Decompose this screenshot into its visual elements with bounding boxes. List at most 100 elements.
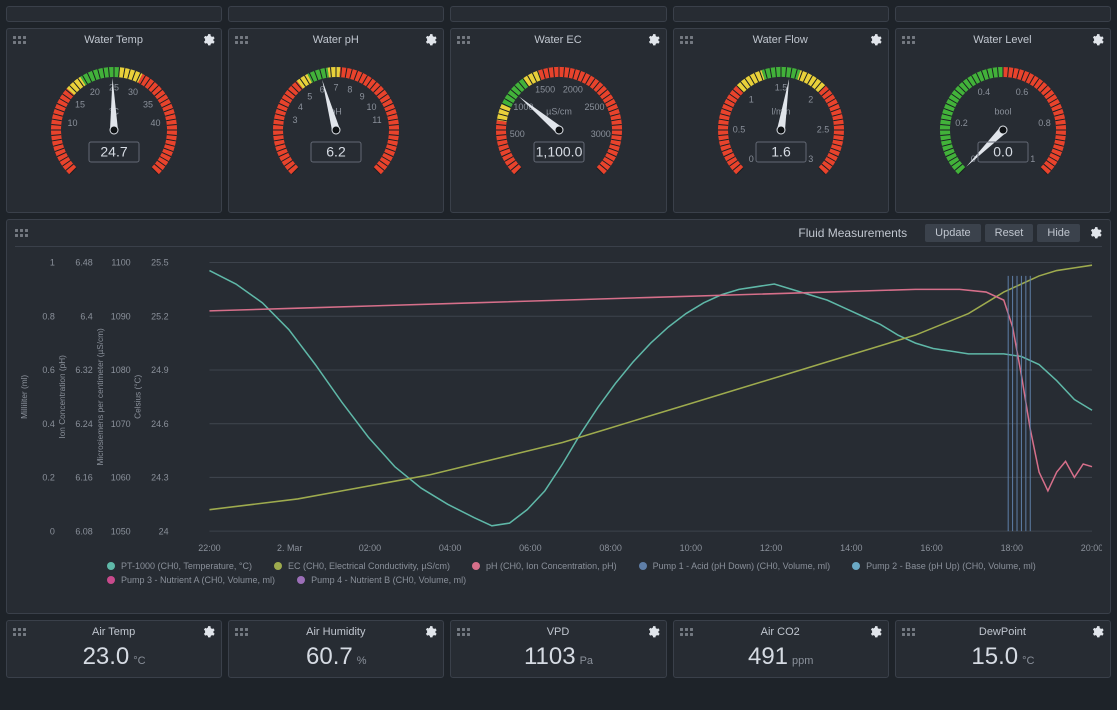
stat-unit: °C — [1022, 655, 1034, 667]
svg-text:0: 0 — [50, 526, 55, 536]
svg-text:0.5: 0.5 — [732, 124, 745, 134]
svg-text:35: 35 — [143, 99, 153, 109]
stat-unit: % — [357, 655, 367, 667]
gear-icon[interactable] — [646, 625, 660, 639]
svg-text:0: 0 — [748, 154, 753, 164]
legend-item[interactable]: Pump 2 - Base (pH Up) (CH0, Volume, ml) — [852, 561, 1036, 571]
stat-panel-air-temp: Air Temp 23.0 °C — [6, 620, 222, 678]
gear-icon[interactable] — [1088, 226, 1102, 240]
legend-swatch — [297, 576, 305, 584]
drag-handle-icon[interactable] — [13, 36, 26, 44]
legend-swatch — [472, 562, 480, 570]
legend-label: PT-1000 (CH0, Temperature, °C) — [121, 561, 252, 571]
drag-handle-icon[interactable] — [457, 628, 470, 636]
svg-text:1: 1 — [1030, 154, 1035, 164]
stat-panel-air-co2: Air CO2 491 ppm — [673, 620, 889, 678]
svg-text:0.6: 0.6 — [1016, 86, 1029, 96]
legend-swatch — [852, 562, 860, 570]
gear-icon[interactable] — [1090, 33, 1104, 47]
gauge-panel-water-level: Water Level 00.20.40.60.81bool0.0 — [895, 28, 1111, 213]
gear-icon[interactable] — [423, 33, 437, 47]
gear-icon[interactable] — [1090, 625, 1104, 639]
svg-text:6.2: 6.2 — [327, 143, 347, 159]
svg-text:8: 8 — [348, 84, 353, 94]
gear-icon[interactable] — [423, 625, 437, 639]
drag-handle-icon[interactable] — [235, 628, 248, 636]
legend-label: Pump 3 - Nutrient A (CH0, Volume, ml) — [121, 575, 275, 585]
svg-text:6.48: 6.48 — [75, 257, 92, 267]
svg-text:6.32: 6.32 — [75, 365, 92, 375]
gear-icon[interactable] — [201, 33, 215, 47]
stat-title: Air Humidity — [306, 626, 365, 638]
svg-text:25: 25 — [109, 82, 119, 92]
svg-text:500: 500 — [509, 129, 524, 139]
legend-item[interactable]: pH (CH0, Ion Concentration, pH) — [472, 561, 617, 571]
legend-label: Pump 4 - Nutrient B (CH0, Volume, ml) — [311, 575, 466, 585]
gauge-1[interactable]: 34567891011pH6.2 — [229, 49, 443, 210]
svg-text:0.2: 0.2 — [955, 117, 968, 127]
legend-item[interactable]: Pump 3 - Nutrient A (CH0, Volume, ml) — [107, 575, 275, 585]
legend-swatch — [639, 562, 647, 570]
drag-handle-icon[interactable] — [680, 36, 693, 44]
svg-text:6.16: 6.16 — [75, 472, 92, 482]
gauge-title: Water pH — [313, 34, 359, 46]
svg-text:Ion Concentration (pH): Ion Concentration (pH) — [58, 355, 67, 439]
svg-text:bool: bool — [994, 106, 1011, 116]
svg-text:25.2: 25.2 — [151, 311, 168, 321]
gauge-2[interactable]: 50010001500200025003000µS/cm1,100.0 — [451, 49, 665, 210]
drag-handle-icon[interactable] — [235, 36, 248, 44]
svg-text:6.4: 6.4 — [80, 311, 92, 321]
legend-label: Pump 2 - Base (pH Up) (CH0, Volume, ml) — [866, 561, 1036, 571]
drag-handle-icon[interactable] — [15, 229, 28, 237]
gear-icon[interactable] — [646, 33, 660, 47]
gear-icon[interactable] — [868, 625, 882, 639]
gauge-row: Water Temp 10152025303540°C24.7 Water pH… — [6, 28, 1111, 213]
stat-panel-vpd: VPD 1103 Pa — [450, 620, 666, 678]
stat-value: 60.7 — [306, 643, 353, 671]
hide-button[interactable]: Hide — [1037, 224, 1080, 242]
drag-handle-icon[interactable] — [902, 628, 915, 636]
svg-text:0.4: 0.4 — [978, 86, 991, 96]
legend-label: pH (CH0, Ion Concentration, pH) — [486, 561, 617, 571]
gauge-panel-water-temp: Water Temp 10152025303540°C24.7 — [6, 28, 222, 213]
chart-legend: PT-1000 (CH0, Temperature, °C) EC (CH0, E… — [7, 557, 1110, 591]
svg-text:10: 10 — [367, 102, 377, 112]
svg-text:7: 7 — [334, 82, 339, 92]
drag-handle-icon[interactable] — [680, 628, 693, 636]
drag-handle-icon[interactable] — [13, 628, 26, 636]
legend-item[interactable]: PT-1000 (CH0, Temperature, °C) — [107, 561, 252, 571]
svg-text:30: 30 — [128, 86, 138, 96]
stat-unit: ppm — [792, 655, 813, 667]
gear-icon[interactable] — [868, 33, 882, 47]
gauge-title: Water Level — [973, 34, 1031, 46]
stat-value: 1103 — [524, 643, 576, 671]
gauge-4[interactable]: 00.20.40.60.81bool0.0 — [896, 49, 1110, 210]
gauge-3[interactable]: 00.511.522.53l/min1.6 — [674, 49, 888, 210]
drag-handle-icon[interactable] — [902, 36, 915, 44]
svg-text:1.6: 1.6 — [771, 143, 791, 159]
svg-text:Celsius (°C): Celsius (°C) — [134, 374, 143, 418]
gauge-title: Water Flow — [753, 34, 808, 46]
svg-text:2: 2 — [808, 94, 813, 104]
svg-text:1090: 1090 — [111, 311, 131, 321]
svg-text:6.24: 6.24 — [75, 419, 92, 429]
legend-swatch — [274, 562, 282, 570]
legend-item[interactable]: Pump 1 - Acid (pH Down) (CH0, Volume, ml… — [639, 561, 831, 571]
gear-icon[interactable] — [201, 625, 215, 639]
stat-value: 491 — [748, 643, 788, 671]
legend-swatch — [107, 562, 115, 570]
legend-item[interactable]: Pump 4 - Nutrient B (CH0, Volume, ml) — [297, 575, 466, 585]
drag-handle-icon[interactable] — [457, 36, 470, 44]
gauge-0[interactable]: 10152025303540°C24.7 — [7, 49, 221, 210]
svg-text:0.2: 0.2 — [42, 472, 54, 482]
reset-button[interactable]: Reset — [985, 224, 1034, 242]
update-button[interactable]: Update — [925, 224, 980, 242]
svg-text:14:00: 14:00 — [840, 543, 862, 553]
fluid-measurements-chart[interactable]: 00.20.40.60.81Milliliter (ml)6.086.166.2… — [15, 247, 1102, 557]
svg-text:0.0: 0.0 — [993, 143, 1013, 159]
fluid-measurements-panel: Fluid Measurements UpdateResetHide 00.20… — [6, 219, 1111, 614]
stat-row: Air Temp 23.0 °C Air Humidity 60.7 % VPD… — [6, 620, 1111, 678]
stat-panel-air-humidity: Air Humidity 60.7 % — [228, 620, 444, 678]
svg-text:3: 3 — [808, 154, 813, 164]
legend-item[interactable]: EC (CH0, Electrical Conductivity, µS/cm) — [274, 561, 450, 571]
